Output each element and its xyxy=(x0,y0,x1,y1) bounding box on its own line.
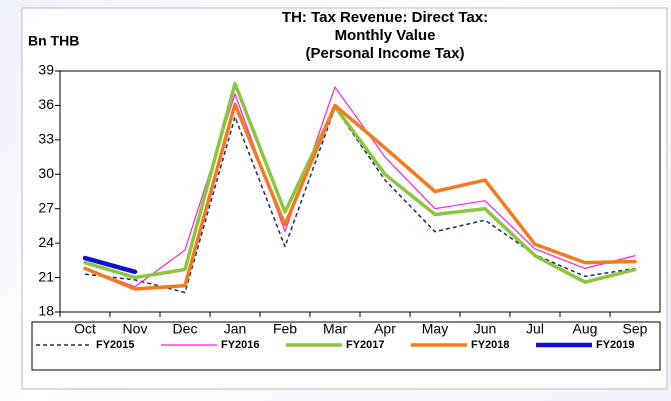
chart-title: Monthly Value xyxy=(335,27,436,44)
y-tick-label: 27 xyxy=(38,199,54,215)
legend-label: FY2018 xyxy=(471,339,510,351)
y-tick-label: 36 xyxy=(38,96,54,112)
chart-title: TH: Tax Revenue: Direct Tax: xyxy=(282,9,488,26)
x-tick-label: Oct xyxy=(74,321,96,337)
legend-label: FY2019 xyxy=(596,339,635,351)
y-tick-label: 30 xyxy=(38,165,54,181)
legend-box xyxy=(31,321,661,371)
legend-label: FY2016 xyxy=(221,339,260,351)
legend-label: FY2017 xyxy=(346,339,385,351)
x-tick-label: Feb xyxy=(273,321,297,337)
x-tick-label: Sep xyxy=(623,321,648,337)
y-tick-label: 24 xyxy=(38,234,54,250)
y-tick-label: 21 xyxy=(38,268,54,284)
y-tick-label: 39 xyxy=(38,62,54,78)
x-tick-label: May xyxy=(422,321,448,337)
chart-title: (Personal Income Tax) xyxy=(306,45,465,62)
x-tick-label: Apr xyxy=(374,321,396,337)
x-tick-label: Aug xyxy=(573,321,598,337)
series-line xyxy=(83,102,637,291)
y-tick-label: 33 xyxy=(38,131,54,147)
legend-label: FY2015 xyxy=(96,339,135,351)
series-line xyxy=(84,106,636,294)
series-line xyxy=(84,86,636,288)
x-tick-label: Dec xyxy=(173,321,198,337)
x-tick-label: Mar xyxy=(323,321,347,337)
y-axis-label: Bn THB xyxy=(28,33,79,49)
x-tick-label: Jun xyxy=(474,321,497,337)
y-tick-label: 18 xyxy=(38,303,54,319)
series-line xyxy=(82,255,138,275)
x-tick-label: Jan xyxy=(224,321,247,337)
x-tick-label: Jul xyxy=(526,321,544,337)
series-line xyxy=(83,81,637,284)
x-tick-label: Nov xyxy=(123,321,148,337)
